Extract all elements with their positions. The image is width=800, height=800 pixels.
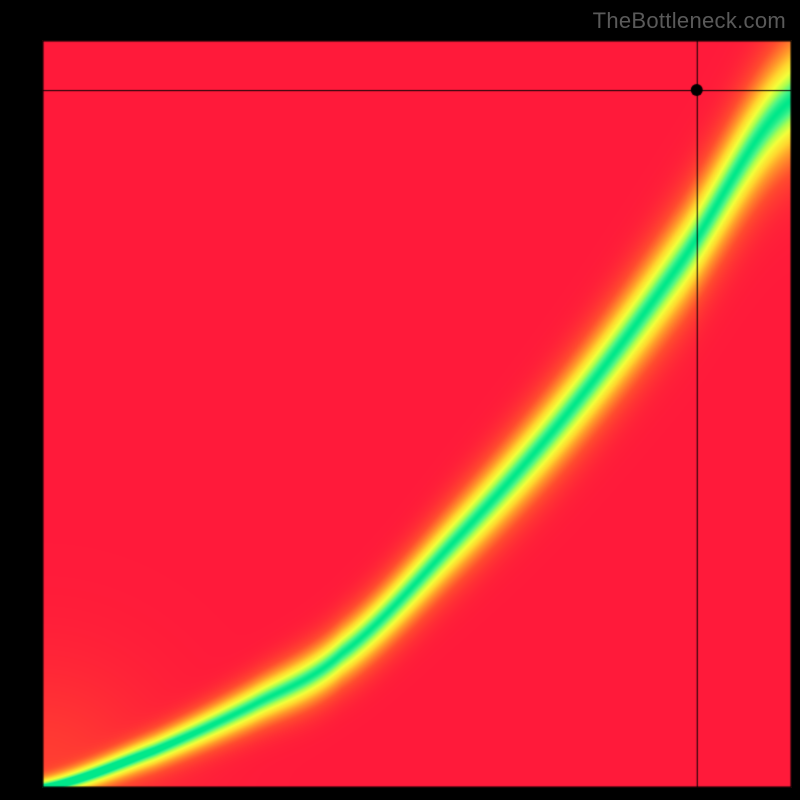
watermark-text: TheBottleneck.com — [593, 8, 786, 34]
marker-overlay-canvas — [0, 0, 800, 800]
figure-container: TheBottleneck.com — [0, 0, 800, 800]
